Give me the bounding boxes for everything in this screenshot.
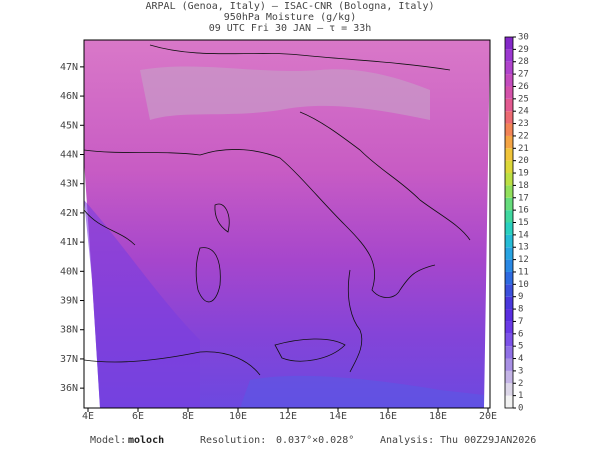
colorbar-tick-label: 18	[518, 181, 529, 191]
colorbar-cell	[505, 173, 513, 186]
lon-tick-label: 8E	[182, 411, 194, 422]
colorbar-cell	[505, 370, 513, 384]
colorbar: 0123456789101112131415161718192021222324…	[504, 33, 529, 414]
colorbar-cell	[505, 222, 513, 235]
colorbar-cell	[505, 86, 513, 99]
colorbar-tick-label: 21	[518, 144, 529, 154]
colorbar-cell	[505, 135, 513, 149]
colorbar-tick-label: 25	[518, 94, 529, 104]
colorbar-cell	[505, 98, 513, 112]
lon-tick-label: 12E	[279, 411, 297, 422]
colorbar-tick-label: 27	[518, 70, 529, 80]
colorbar-cell	[505, 247, 513, 260]
colorbar-tick-label: 11	[518, 267, 529, 277]
colorbar-cell	[505, 185, 513, 198]
footer-label: Analysis:	[380, 435, 434, 446]
colorbar-cell	[505, 160, 513, 174]
lat-tick-label: 47N	[60, 62, 78, 73]
colorbar-tick-label: 9	[518, 292, 523, 302]
colorbar-cell	[505, 395, 513, 408]
colorbar-cell	[505, 61, 513, 75]
colorbar-tick-label: 20	[518, 156, 529, 166]
colorbar-cell	[505, 74, 513, 87]
colorbar-cell	[505, 321, 513, 334]
colorbar-tick-label: 24	[518, 107, 529, 117]
lat-tick-label: 46N	[60, 91, 78, 102]
colorbar-tick-label: 23	[518, 119, 529, 129]
colorbar-cell	[505, 210, 513, 223]
colorbar-tick-label: 8	[518, 305, 523, 315]
lat-tick-label: 40N	[60, 266, 78, 277]
footer-label: Resolution:	[200, 435, 266, 446]
footer-label: Model:	[90, 435, 126, 446]
colorbar-cell	[505, 49, 513, 62]
colorbar-cell	[505, 358, 513, 371]
colorbar-cell	[505, 111, 513, 124]
title-line: 09 UTC Fri 30 JAN – τ = 33h	[209, 23, 372, 34]
lat-tick-label: 38N	[60, 325, 78, 336]
colorbar-cell	[505, 284, 513, 297]
colorbar-tick-label: 29	[518, 45, 529, 55]
colorbar-cell	[505, 309, 513, 322]
lat-tick-label: 43N	[60, 179, 78, 190]
colorbar-cell	[505, 148, 513, 161]
title-line: ARPAL (Genoa, Italy) – ISAC-CNR (Bologna…	[146, 1, 435, 12]
colorbar-cell	[505, 333, 513, 347]
lon-tick-label: 20E	[479, 411, 497, 422]
colorbar-tick-label: 28	[518, 57, 529, 67]
colorbar-tick-label: 3	[518, 366, 523, 376]
colorbar-tick-label: 1	[518, 391, 523, 401]
colorbar-cell	[505, 123, 513, 136]
colorbar-cell	[505, 234, 513, 248]
lat-tick-label: 42N	[60, 208, 78, 219]
map-field	[83, 39, 491, 409]
title-line: 950hPa Moisture (g/kg)	[224, 12, 356, 23]
colorbar-tick-label: 16	[518, 206, 529, 216]
lon-tick-label: 10E	[229, 411, 247, 422]
colorbar-cell	[505, 296, 513, 310]
colorbar-tick-label: 2	[518, 379, 523, 389]
colorbar-tick-label: 19	[518, 169, 529, 179]
colorbar-tick-label: 4	[518, 354, 523, 364]
footer-value: 0.037°×0.028°	[276, 435, 354, 446]
colorbar-tick-label: 30	[518, 33, 529, 43]
colorbar-tick-label: 10	[518, 280, 529, 290]
colorbar-cell	[505, 259, 513, 272]
colorbar-cell	[505, 383, 513, 396]
lon-tick-label: 14E	[329, 411, 347, 422]
colorbar-tick-label: 12	[518, 255, 529, 265]
lat-tick-label: 44N	[60, 149, 78, 160]
colorbar-tick-label: 14	[518, 230, 529, 240]
footer-value: moloch	[128, 435, 164, 446]
lon-tick-label: 18E	[429, 411, 447, 422]
colorbar-tick-label: 6	[518, 329, 523, 339]
lat-tick-label: 41N	[60, 237, 78, 248]
colorbar-tick-label: 26	[518, 82, 529, 92]
colorbar-tick-label: 5	[518, 342, 523, 352]
colorbar-tick-label: 17	[518, 193, 529, 203]
colorbar-tick-label: 13	[518, 243, 529, 253]
lon-tick-label: 6E	[132, 411, 144, 422]
lat-tick-label: 45N	[60, 120, 78, 131]
lat-tick-label: 36N	[60, 383, 78, 394]
lat-tick-label: 39N	[60, 296, 78, 307]
lat-tick-label: 37N	[60, 354, 78, 365]
colorbar-cell	[505, 346, 513, 359]
colorbar-tick-label: 22	[518, 131, 529, 141]
colorbar-cell	[505, 37, 513, 50]
lon-tick-label: 4E	[82, 411, 94, 422]
colorbar-cell	[505, 271, 513, 285]
colorbar-tick-label: 0	[518, 404, 523, 414]
axes: 4E 6E 8E 10E 12E 14E 16E 18E 20E 36N 37N 38N 39N 40N 4…	[60, 62, 497, 422]
colorbar-tick-label: 15	[518, 218, 529, 228]
lon-tick-label: 16E	[379, 411, 397, 422]
footer-value: Thu 00Z29JAN2026	[440, 435, 536, 446]
colorbar-tick-label: 7	[518, 317, 523, 327]
colorbar-cell	[505, 197, 513, 211]
